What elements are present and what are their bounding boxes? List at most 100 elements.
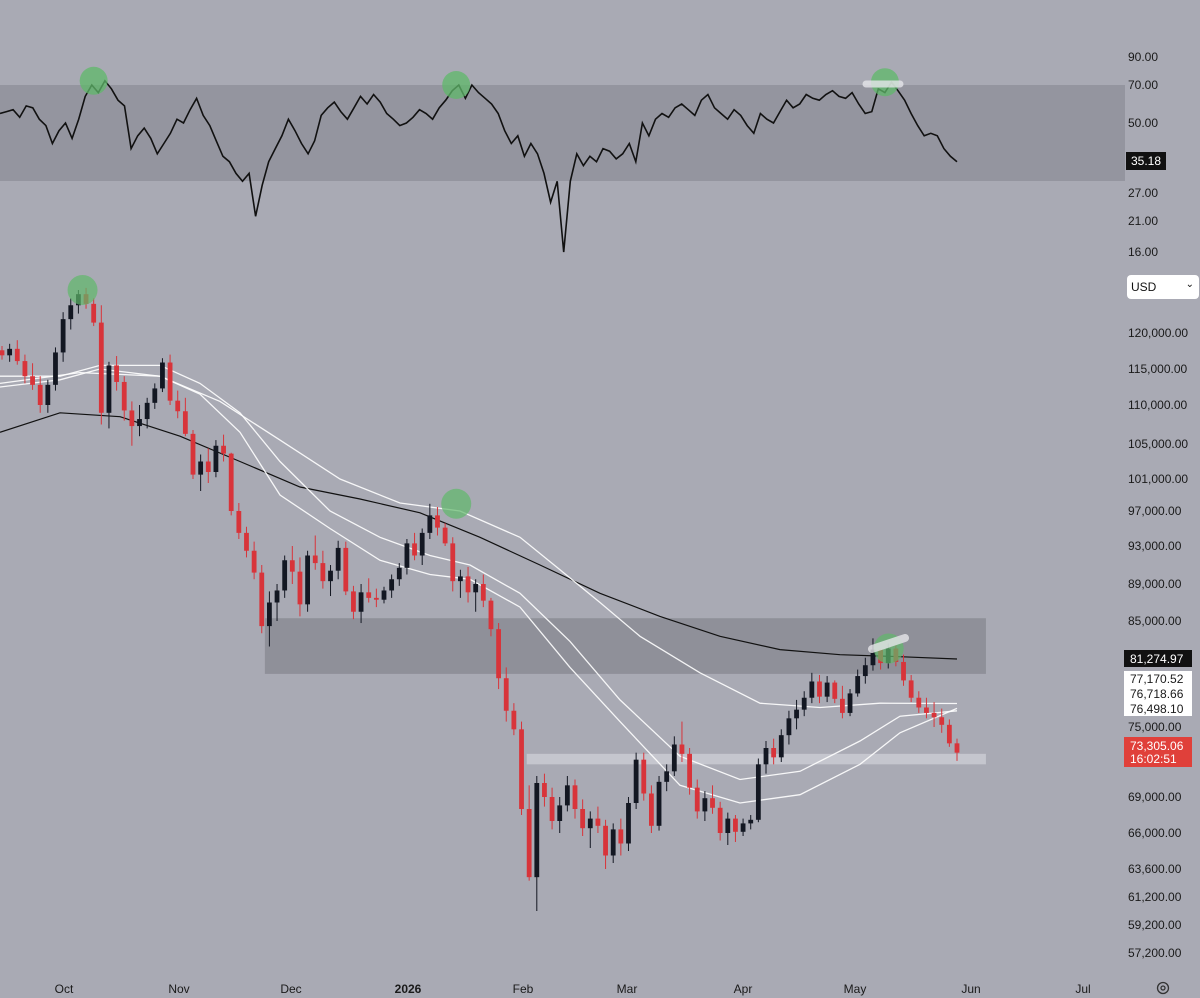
candle-body xyxy=(801,697,807,710)
candle-body xyxy=(175,400,181,412)
candle-body xyxy=(656,781,662,826)
candle-body xyxy=(160,362,165,389)
price-tick-label: 63,600.00 xyxy=(1128,862,1182,876)
price-tick-label: 105,000.00 xyxy=(1128,437,1188,451)
candle-body xyxy=(282,560,288,591)
candle-body xyxy=(114,365,119,382)
candle-body xyxy=(351,591,356,612)
candle-body xyxy=(809,681,815,698)
candle-body xyxy=(847,693,853,713)
candle-body xyxy=(549,797,555,821)
candle-body xyxy=(778,735,784,758)
candle-body xyxy=(786,718,792,736)
candle-body xyxy=(862,665,868,677)
candle-body xyxy=(366,592,372,598)
moving-average-line xyxy=(0,412,958,660)
candle-body xyxy=(465,576,471,593)
candle-body xyxy=(771,748,777,758)
candle-body xyxy=(121,381,127,411)
candle-body xyxy=(511,710,517,730)
candle-body xyxy=(305,555,310,605)
candle-body xyxy=(908,680,914,698)
candle-body xyxy=(137,419,142,427)
price-tick-label: 89,000.00 xyxy=(1128,577,1182,591)
candle-body xyxy=(679,744,685,754)
price-badge xyxy=(1124,650,1192,668)
candle-body xyxy=(68,305,74,320)
currency-select[interactable]: USD ⌄ xyxy=(1127,275,1199,299)
candle-body xyxy=(412,543,417,556)
candle-body xyxy=(45,384,51,405)
price-tick-label: 66,000.00 xyxy=(1128,826,1182,840)
candle-body xyxy=(488,600,494,630)
price-tick-label: 120,000.00 xyxy=(1128,326,1188,340)
price-badge xyxy=(1124,671,1192,686)
candle-body xyxy=(297,571,303,605)
candle-body xyxy=(626,803,631,844)
candle-body xyxy=(587,818,593,829)
candle-body xyxy=(343,547,349,592)
price-highlight-circle xyxy=(441,488,472,519)
price-badge-label: 81,274.97 xyxy=(1130,652,1184,666)
candle-body xyxy=(205,461,211,472)
gear-icon[interactable] xyxy=(1155,980,1171,996)
candle-body xyxy=(30,376,35,385)
candle-body xyxy=(763,748,769,765)
candle-body xyxy=(404,543,410,568)
candle-body xyxy=(144,402,150,420)
candle-body xyxy=(190,433,196,475)
candle-body xyxy=(564,785,570,806)
candle-body xyxy=(213,445,219,472)
candle-body xyxy=(221,445,226,454)
price-tick-label: 101,000.00 xyxy=(1128,472,1188,486)
currency-select-value: USD xyxy=(1131,280,1157,294)
candle-body xyxy=(671,744,677,772)
candle-body xyxy=(442,527,448,544)
rsi-tick-label: 27.00 xyxy=(1128,186,1158,200)
x-tick-label: May xyxy=(844,982,867,996)
candle-body xyxy=(328,570,333,582)
candle-body xyxy=(755,764,761,820)
candle-body xyxy=(840,698,845,713)
candle-body xyxy=(0,350,5,356)
candle-body xyxy=(458,576,463,582)
candle-body xyxy=(236,511,242,533)
x-tick-label: Oct xyxy=(55,982,74,996)
price-tick-label: 97,000.00 xyxy=(1128,504,1182,518)
candle-body xyxy=(832,682,838,699)
candle-body xyxy=(274,590,280,603)
candle-body xyxy=(60,319,66,353)
candle-body xyxy=(694,787,700,812)
x-tick-label: 2026 xyxy=(395,982,422,996)
candle-body xyxy=(534,783,540,878)
rsi-tick-label: 50.00 xyxy=(1128,116,1158,130)
candle-body xyxy=(228,453,234,511)
candle-body xyxy=(733,818,738,832)
candle-body xyxy=(748,819,754,824)
candle-body xyxy=(267,602,272,627)
rsi-line xyxy=(0,79,958,253)
candle-body xyxy=(381,590,387,600)
x-tick-label: Mar xyxy=(617,982,638,996)
candle-body xyxy=(289,560,295,572)
candle-body xyxy=(740,823,746,832)
chevron-down-icon: ⌄ xyxy=(1185,279,1194,290)
candle-body xyxy=(389,579,395,591)
candle-body xyxy=(129,410,135,427)
candle-body xyxy=(717,807,723,833)
candle-body xyxy=(939,717,945,725)
x-tick-label: Nov xyxy=(168,982,189,996)
candle-body xyxy=(167,362,173,401)
candle-body xyxy=(526,809,532,878)
candle-body xyxy=(649,793,654,826)
candle-body xyxy=(152,388,158,403)
candle-body xyxy=(435,515,440,528)
candle-body xyxy=(182,411,188,434)
moving-average-line xyxy=(0,368,958,804)
candle-body xyxy=(37,384,43,405)
current-price-badge xyxy=(1124,737,1192,767)
rsi-band xyxy=(0,85,1125,181)
rsi-tick-label: 21.00 xyxy=(1128,214,1158,228)
candle-body xyxy=(725,818,731,833)
